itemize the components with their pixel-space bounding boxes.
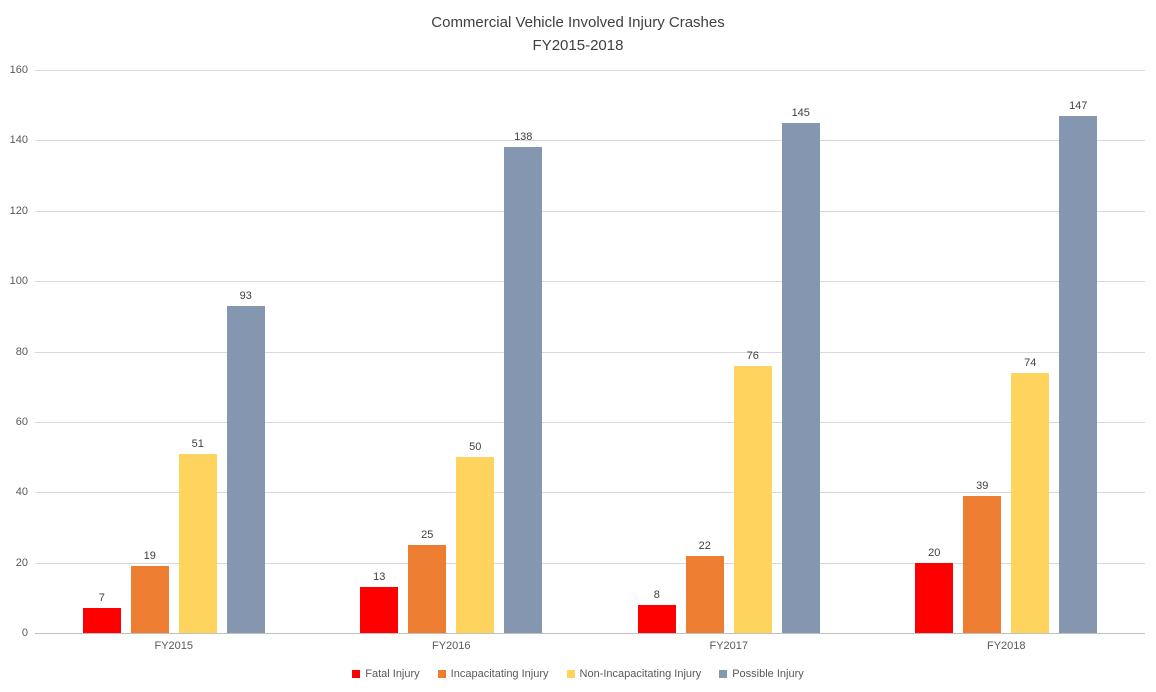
- bar-fy2017-non-incapacitating-injury: 76: [733, 70, 772, 633]
- legend-item-fatal-injury: Fatal Injury: [352, 668, 420, 680]
- category-label: FY2018: [986, 640, 1026, 652]
- legend: Fatal Injury Incapacitating Injury Non-Inc…: [0, 668, 1156, 680]
- legend-label: Non-Incapacitating Injury: [579, 668, 702, 680]
- bar: [637, 604, 676, 633]
- data-label: 93: [239, 289, 252, 302]
- bar: [915, 562, 954, 633]
- bar: [504, 147, 543, 633]
- legend-swatch: [566, 670, 575, 678]
- y-tick-label: 0: [21, 627, 28, 639]
- data-label: 76: [746, 349, 759, 362]
- chart-title-line2: FY2015-2018: [532, 36, 624, 54]
- chart-title-line1: Commercial Vehicle Involved Injury Crash…: [431, 14, 725, 31]
- bar: [781, 122, 820, 633]
- bar-fy2018-possible-injury: 147: [1059, 70, 1098, 633]
- legend-label: Fatal Injury: [365, 668, 420, 680]
- legend-swatch: [437, 670, 446, 678]
- bar-fy2016-non-incapacitating-injury: 50: [456, 70, 495, 633]
- bar-group-fy2016: 13 25 50 138: [313, 70, 591, 633]
- bar-group-fy2017: 8 22 76 145: [590, 70, 868, 633]
- bar: [1011, 372, 1050, 633]
- bar-fy2016-incapacitating-injury: 25: [408, 70, 447, 633]
- bar: [456, 457, 495, 633]
- legend-label: Possible Injury: [732, 668, 804, 680]
- bar-fy2015-possible-injury: 93: [226, 70, 265, 633]
- chart-title: Commercial Vehicle Involved Injury Crash…: [0, 0, 1156, 57]
- legend-item-possible-injury: Possible Injury: [719, 668, 804, 680]
- bar-fy2015-fatal-injury: 7: [82, 70, 121, 633]
- bar-fy2018-fatal-injury: 20: [915, 70, 954, 633]
- bar: [408, 545, 447, 633]
- category-label: FY2017: [709, 640, 749, 652]
- gridline: [35, 562, 1145, 564]
- data-label: 138: [514, 131, 533, 144]
- bar: [360, 587, 399, 633]
- bar: [963, 495, 1002, 633]
- y-tick-label: 60: [15, 415, 28, 428]
- data-label: 50: [469, 441, 482, 454]
- bar-group-fy2015: 7 19 51 93: [35, 70, 313, 633]
- bar: [130, 566, 169, 633]
- bar-fy2016-possible-injury: 138: [504, 70, 543, 633]
- category-axis: FY2015 FY2016 FY2017 FY2018: [35, 633, 1145, 652]
- data-label: 20: [928, 546, 941, 559]
- bar: [685, 555, 724, 633]
- bar-fy2017-possible-injury: 145: [781, 70, 820, 633]
- bar-fy2016-fatal-injury: 13: [360, 70, 399, 633]
- data-label: 39: [976, 479, 989, 492]
- data-label: 74: [1024, 356, 1037, 369]
- legend-label: Incapacitating Injury: [450, 668, 549, 680]
- gridline: [35, 421, 1145, 423]
- bar: [82, 608, 121, 633]
- legend-item-non-incapacitating-injury: Non-Incapacitating Injury: [566, 668, 702, 680]
- y-tick-label: 160: [9, 64, 28, 76]
- bar-fy2017-fatal-injury: 8: [637, 70, 676, 633]
- category-label: FY2016: [431, 640, 471, 652]
- gridline: [35, 351, 1145, 353]
- y-tick-label: 40: [15, 486, 28, 499]
- data-label: 8: [653, 588, 660, 601]
- data-label: 7: [98, 592, 105, 605]
- legend-item-incapacitating-injury: Incapacitating Injury: [437, 668, 549, 680]
- bar-fy2018-non-incapacitating-injury: 74: [1011, 70, 1050, 633]
- y-tick-label: 140: [9, 134, 28, 147]
- bar-fy2017-incapacitating-injury: 22: [685, 70, 724, 633]
- bar: [733, 365, 772, 633]
- category-label: FY2015: [154, 640, 194, 652]
- legend-swatch: [719, 670, 728, 678]
- y-tick-label: 100: [9, 275, 28, 288]
- data-label: 19: [143, 550, 156, 563]
- gridline: [35, 140, 1145, 142]
- bar-group-fy2018: 20 39 74 147: [868, 70, 1146, 633]
- bar-fy2018-incapacitating-injury: 39: [963, 70, 1002, 633]
- y-tick-label: 80: [15, 345, 28, 358]
- gridline: [35, 210, 1145, 212]
- legend-swatch: [352, 670, 361, 678]
- x-axis-line: [35, 633, 1145, 634]
- data-label: 51: [191, 437, 204, 450]
- bar-groups: 7 19 51 93 13 25 50 138 8 22 76 145 20 39 74 147: [35, 70, 1145, 633]
- bar: [226, 305, 265, 633]
- data-label: 145: [791, 106, 810, 119]
- y-tick-label: 20: [15, 556, 28, 569]
- plot-area: 0 20 40 60 80 100 120 140 160 7 19 51 93 13 25 50 138 8 22…: [10, 64, 1145, 639]
- gridline: [35, 70, 1145, 71]
- bar: [178, 453, 217, 633]
- gridline: [35, 492, 1145, 494]
- bar-fy2015-non-incapacitating-injury: 51: [178, 70, 217, 633]
- gridline: [35, 281, 1145, 283]
- data-label: 147: [1069, 99, 1088, 112]
- data-label: 22: [698, 539, 711, 552]
- data-label: 13: [373, 571, 386, 584]
- data-label: 25: [421, 529, 434, 542]
- bar: [1059, 115, 1098, 633]
- y-tick-label: 120: [9, 204, 28, 217]
- bar-fy2015-incapacitating-injury: 19: [130, 70, 169, 633]
